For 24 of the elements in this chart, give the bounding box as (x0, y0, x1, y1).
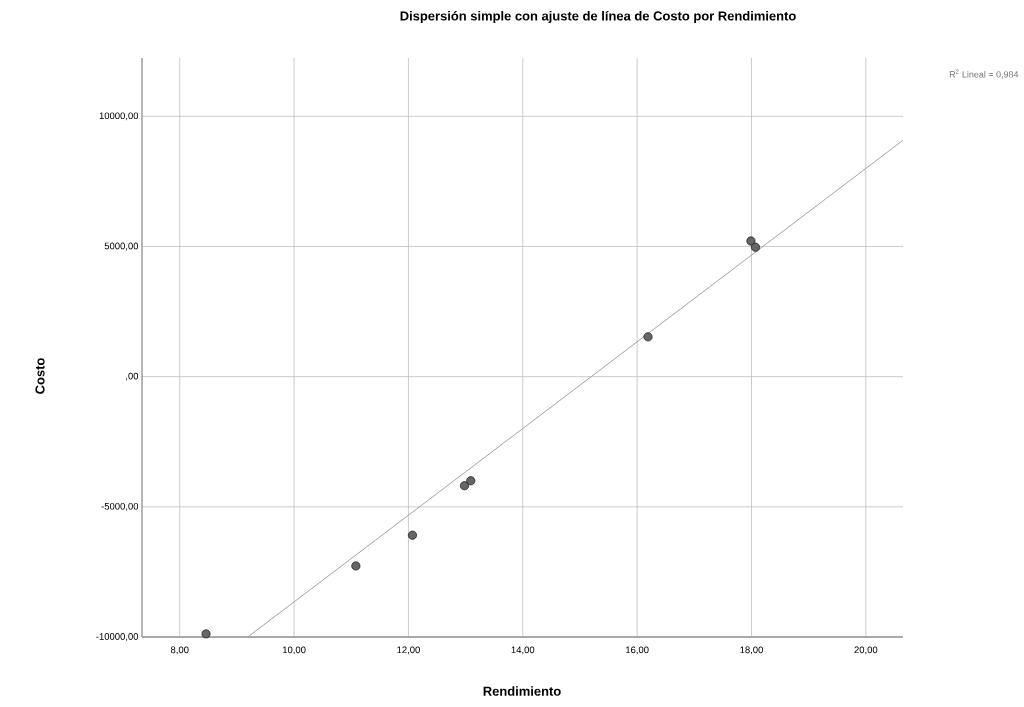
x-tick-label: 14,00 (511, 646, 535, 655)
point (751, 242, 760, 252)
point (407, 530, 417, 540)
point (643, 332, 653, 342)
point (459, 481, 469, 491)
y-tick-label: 5000,00 (104, 242, 139, 251)
y-axis-title: Costo (35, 358, 45, 394)
x-tick-label: 18,00 (740, 646, 763, 655)
point (466, 476, 476, 486)
point (201, 629, 211, 639)
y-tick-label: 10000,00 (99, 112, 139, 121)
y-tick-label: -5000,00 (101, 502, 139, 511)
x-axis-title: Rendimiento (483, 686, 561, 696)
text: R$^{2}$ Lineal = 0,984 (949, 69, 1019, 79)
point (351, 561, 361, 571)
x-tick-label: 12,00 (397, 646, 420, 655)
point (746, 236, 756, 246)
x-tick-label: 20,00 (854, 646, 878, 655)
x-tick-label: 8,00 (170, 646, 189, 655)
x-tick-label: 10,00 (282, 646, 306, 655)
chart-title: Dispersión simple con ajuste de línea de Costo por Rendimiento (400, 10, 796, 24)
y-tick-label: -10000,00 (96, 633, 139, 641)
x-tick-label: 16,00 (626, 646, 649, 655)
y-tick-label: ,00 (126, 372, 139, 381)
